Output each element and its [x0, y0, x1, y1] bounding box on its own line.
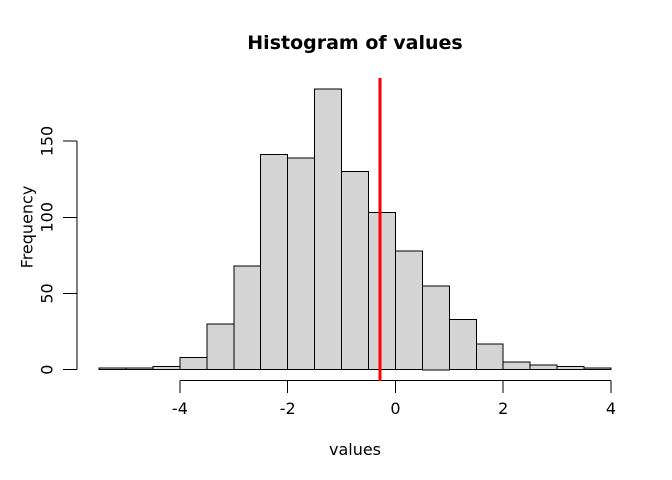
histogram-bar — [233, 265, 262, 371]
histogram-bar — [448, 318, 477, 371]
histogram-bar — [583, 367, 612, 371]
x-tick-label: 0 — [390, 399, 400, 418]
histogram-bar — [260, 154, 289, 371]
histogram-bar — [529, 364, 558, 371]
histogram-bar — [125, 367, 154, 371]
histogram-bar — [152, 366, 181, 371]
histogram-bar — [502, 361, 531, 371]
histogram-bar — [475, 343, 504, 371]
x-tick-label: -4 — [172, 399, 188, 418]
y-tick-label: 50 — [38, 283, 57, 303]
histogram-bar — [287, 157, 316, 371]
x-tick-label: -2 — [280, 399, 296, 418]
histogram-bar — [341, 171, 370, 371]
histogram-bar — [421, 285, 450, 371]
histogram-bar — [395, 250, 423, 371]
chart-title: Histogram of values — [247, 32, 463, 54]
histogram-bar — [314, 88, 343, 371]
x-tick-label: 4 — [606, 399, 616, 418]
y-tick-label: 150 — [38, 126, 57, 157]
histogram-bar — [368, 212, 396, 371]
x-tick-label: 2 — [498, 399, 508, 418]
histogram-bar — [556, 366, 585, 371]
histogram-bar — [98, 367, 127, 371]
y-tick-label: 0 — [38, 365, 57, 375]
y-tick-label: 100 — [38, 202, 57, 233]
y-axis-title: Frequency — [17, 185, 37, 269]
histogram-bar — [206, 323, 235, 371]
histogram-bar — [179, 357, 208, 371]
x-axis-title: values — [328, 440, 382, 459]
